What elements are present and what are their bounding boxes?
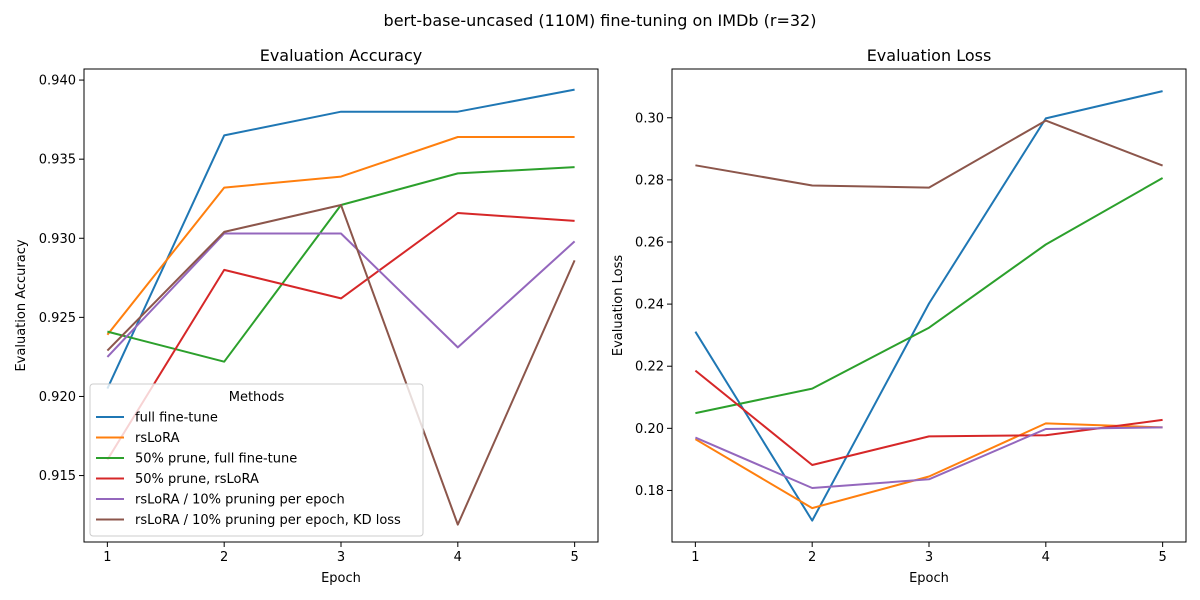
- series-line-2: [106, 136, 575, 336]
- series-line-3: [107, 166, 575, 363]
- x-tick-label: 2: [220, 550, 228, 565]
- chart-2: Evaluation Loss 1 2 3 4 5 0.18 0.20 0.22 0.24 0.26…: [611, 46, 1187, 586]
- x-tick-label: 5: [1158, 550, 1166, 565]
- chart-1: Evaluation Accuracy 1 2 3 4 5 0.915 0.920 0.925 0…: [14, 46, 599, 586]
- y-tick-label: 0.915: [39, 469, 76, 484]
- legend-label-4: 50% prune, rsLoRA: [135, 472, 259, 487]
- x-tick-label: 4: [1042, 550, 1050, 565]
- series-line-2: [694, 422, 1163, 510]
- series-line-1: [106, 88, 575, 390]
- x-tick-label: 1: [103, 550, 111, 565]
- legend: Methods full fine-tune rsLoRA 50% prune, fu…: [89, 383, 424, 537]
- legend-box: [89, 383, 424, 537]
- x-tick-label: 4: [454, 550, 462, 565]
- legend-label-6: rsLoRA / 10% pruning per epoch, KD loss: [135, 513, 401, 528]
- series-line-3: [695, 177, 1164, 415]
- legend-title: Methods: [229, 390, 285, 405]
- y-tick-label: 0.18: [635, 484, 664, 499]
- series-line-1: [694, 90, 1163, 522]
- legend-label-5: rsLoRA / 10% pruning per epoch: [135, 493, 345, 508]
- y-tick-label: 0.24: [635, 298, 664, 313]
- figure-suptitle: bert-base-uncased (110M) fine-tuning on …: [384, 11, 817, 30]
- series-lines: [106, 88, 576, 526]
- y-tick-label: 0.925: [39, 311, 76, 326]
- y-tick-label: 0.920: [39, 390, 76, 405]
- x-tick-label: 1: [691, 550, 699, 565]
- x-axis-label: Epoch: [909, 571, 949, 586]
- series-lines: [694, 90, 1164, 522]
- chart-title: Evaluation Loss: [867, 46, 992, 65]
- x-tick-label: 2: [808, 550, 816, 565]
- x-axis-label: Epoch: [321, 571, 361, 586]
- x-tick-label: 5: [570, 550, 578, 565]
- series-line-6: [106, 204, 576, 526]
- y-axis-label: Evaluation Loss: [611, 255, 626, 356]
- y-tick-label: 0.20: [635, 422, 664, 437]
- x-tick-label: 3: [925, 550, 933, 565]
- series-line-4: [106, 212, 575, 461]
- x-tick-label: 3: [337, 550, 345, 565]
- series-line-5: [695, 426, 1163, 489]
- legend-label-2: rsLoRA: [135, 431, 180, 446]
- y-axis-label: Evaluation Accuracy: [14, 239, 29, 371]
- legend-label-1: full fine-tune: [135, 411, 218, 426]
- y-tick-label: 0.940: [39, 74, 76, 89]
- y-tick-label: 0.22: [635, 360, 664, 375]
- chart-title: Evaluation Accuracy: [260, 46, 423, 65]
- y-tick-label: 0.26: [635, 235, 664, 250]
- legend-label-3: 50% prune, full fine-tune: [135, 452, 297, 467]
- y-tick-label: 0.930: [39, 232, 76, 247]
- series-line-5: [106, 232, 576, 358]
- y-tick-label: 0.935: [39, 153, 76, 168]
- y-tick-label: 0.28: [635, 173, 664, 188]
- series-line-4: [694, 369, 1163, 466]
- series-line-6: [695, 119, 1163, 189]
- y-tick-label: 0.30: [635, 111, 664, 126]
